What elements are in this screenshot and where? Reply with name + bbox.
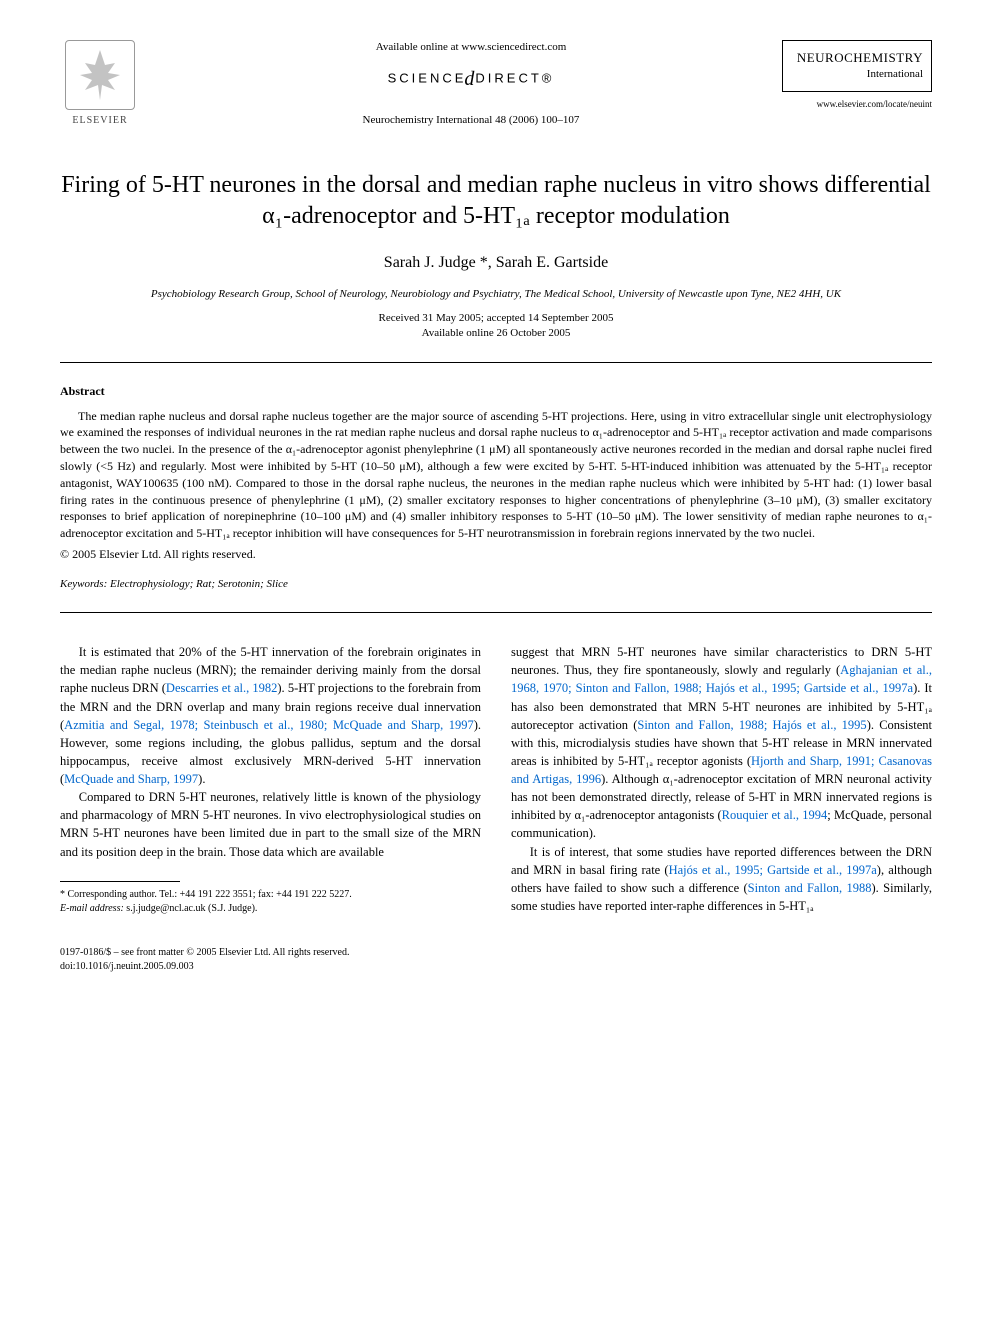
corresponding-author: * Corresponding author. Tel.: +44 191 22…	[60, 888, 481, 902]
email-label: E-mail address:	[60, 903, 124, 914]
title-block: Firing of 5-HT neurones in the dorsal an…	[60, 170, 932, 342]
affiliation: Psychobiology Research Group, School of …	[60, 287, 932, 301]
science-direct-logo: SCIENCEdDIRECT®	[180, 65, 762, 93]
elsevier-tree-icon	[65, 40, 135, 110]
abstract-heading: Abstract	[60, 383, 932, 400]
journal-url: www.elsevier.com/locate/neuint	[782, 98, 932, 111]
ref-link[interactable]: Descarries et al., 1982	[166, 681, 277, 695]
body-p1-cont: suggest that MRN 5-HT neurones have simi…	[511, 643, 932, 842]
header-row: ELSEVIER Available online at www.science…	[60, 40, 932, 130]
body-column-right: suggest that MRN 5-HT neurones have simi…	[511, 643, 932, 916]
elsevier-logo: ELSEVIER	[60, 40, 140, 130]
keywords: Keywords: Electrophysiology; Rat; Seroto…	[60, 577, 932, 592]
footer-doi: doi:10.1016/j.neuint.2005.09.003	[60, 960, 349, 974]
dates-online: Available online 26 October 2005	[60, 326, 932, 341]
email-address: s.j.judge@ncl.ac.uk (S.J. Judge).	[124, 903, 258, 914]
available-online-text: Available online at www.sciencedirect.co…	[180, 40, 762, 55]
ref-link[interactable]: Rouquier et al., 1994	[722, 808, 828, 822]
footnotes: * Corresponding author. Tel.: +44 191 22…	[60, 888, 481, 916]
body-column-left: It is estimated that 20% of the 5-HT inn…	[60, 643, 481, 916]
paper-title: Firing of 5-HT neurones in the dorsal an…	[60, 170, 932, 232]
publisher-logo-area: ELSEVIER	[60, 40, 160, 130]
footer-issn: 0197-0186/$ – see front matter © 2005 El…	[60, 946, 349, 960]
header-center: Available online at www.sciencedirect.co…	[160, 40, 782, 129]
dates: Received 31 May 2005; accepted 14 Septem…	[60, 311, 932, 342]
divider-top	[60, 362, 932, 363]
footer-row: 0197-0186/$ – see front matter © 2005 El…	[60, 946, 932, 974]
ref-link[interactable]: Sinton and Fallon, 1988	[748, 881, 872, 895]
body-p1: It is estimated that 20% of the 5-HT inn…	[60, 643, 481, 788]
email-line: E-mail address: s.j.judge@ncl.ac.uk (S.J…	[60, 902, 481, 916]
ref-link[interactable]: Azmitia and Segal, 1978; Steinbusch et a…	[64, 718, 474, 732]
sd-part2: DIRECT®	[475, 71, 554, 86]
abstract-section: Abstract The median raphe nucleus and do…	[60, 383, 932, 592]
footer-left: 0197-0186/$ – see front matter © 2005 El…	[60, 946, 349, 974]
journal-cover-area: NEUROCHEMISTRY International www.elsevie…	[782, 40, 932, 110]
body-p2: Compared to DRN 5-HT neurones, relativel…	[60, 788, 481, 861]
journal-name-sub: International	[791, 67, 923, 82]
body-columns: It is estimated that 20% of the 5-HT inn…	[60, 643, 932, 916]
journal-title-box: NEUROCHEMISTRY International	[782, 40, 932, 92]
footnote-divider	[60, 881, 180, 882]
dates-received: Received 31 May 2005; accepted 14 Septem…	[60, 311, 932, 326]
journal-citation: Neurochemistry International 48 (2006) 1…	[180, 113, 762, 128]
abstract-copyright: © 2005 Elsevier Ltd. All rights reserved…	[60, 546, 932, 563]
sd-part1: SCIENCE	[388, 71, 467, 86]
elsevier-label: ELSEVIER	[72, 114, 127, 128]
keywords-text: Electrophysiology; Rat; Serotonin; Slice	[107, 578, 288, 590]
abstract-text: The median raphe nucleus and dorsal raph…	[60, 408, 932, 542]
authors: Sarah J. Judge *, Sarah E. Gartside	[60, 252, 932, 274]
journal-name-main: NEUROCHEMISTRY	[791, 49, 923, 67]
keywords-label: Keywords:	[60, 578, 107, 590]
ref-link[interactable]: Sinton and Fallon, 1988; Hajós et al., 1…	[637, 718, 866, 732]
body-p3: It is of interest, that some studies hav…	[511, 843, 932, 916]
ref-link[interactable]: Hajós et al., 1995; Gartside et al., 199…	[669, 863, 877, 877]
divider-bottom	[60, 612, 932, 613]
ref-link[interactable]: McQuade and Sharp, 1997	[64, 772, 198, 786]
